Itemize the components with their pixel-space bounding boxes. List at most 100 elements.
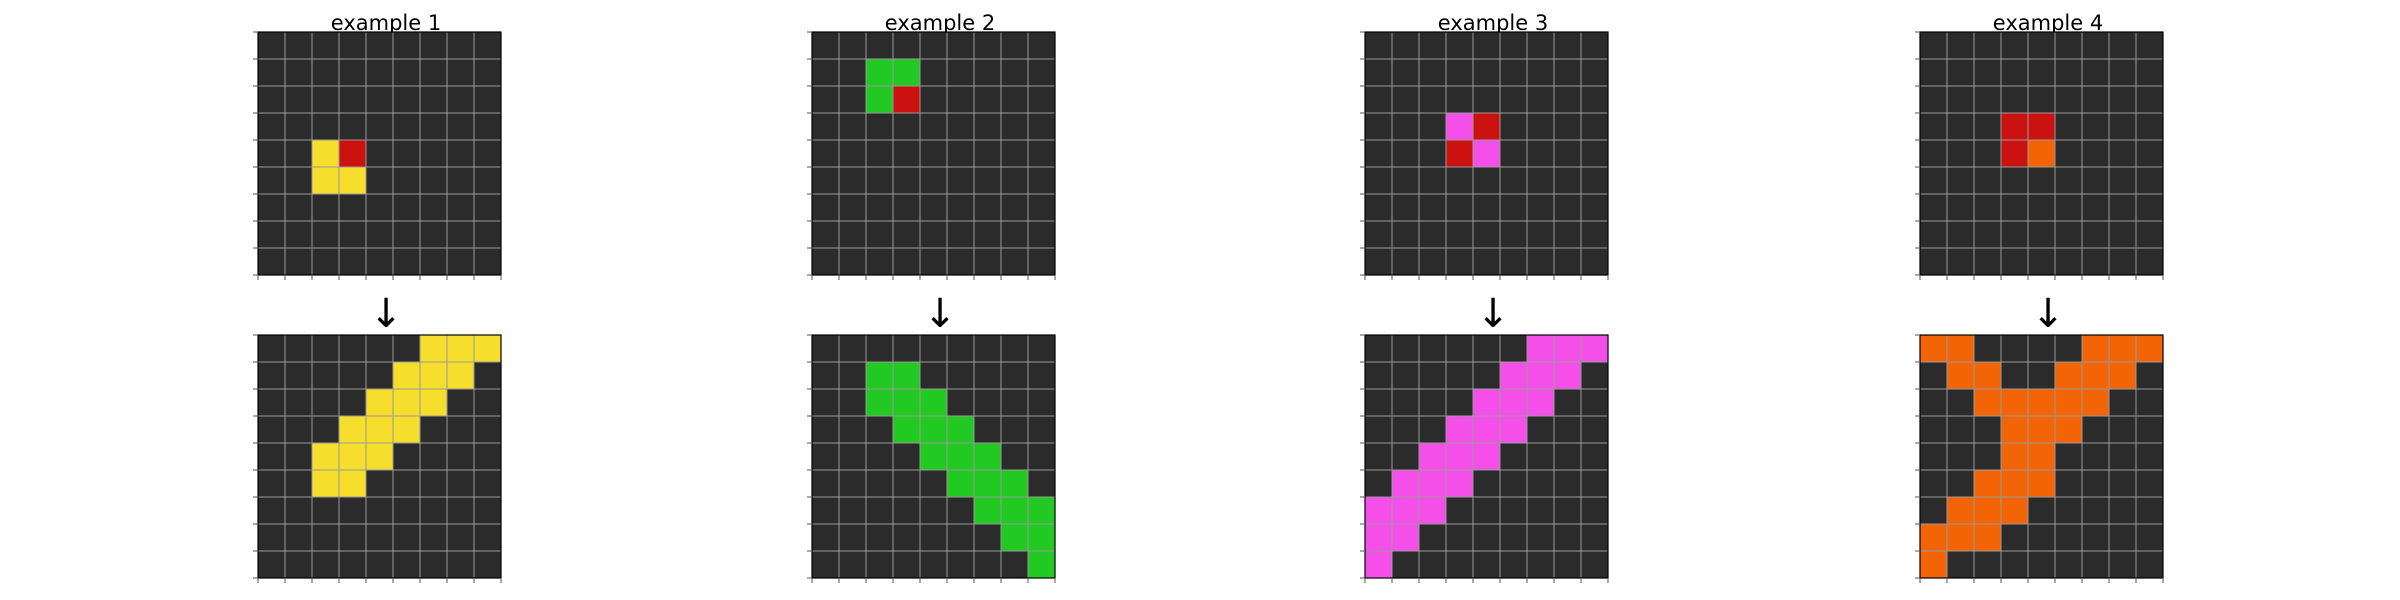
empty-cell — [1392, 362, 1419, 389]
colored-cell — [1527, 335, 1554, 362]
colored-cell — [2001, 140, 2028, 167]
empty-cell — [1500, 524, 1527, 551]
empty-cell — [1581, 497, 1608, 524]
empty-cell — [866, 113, 893, 140]
empty-cell — [339, 551, 366, 578]
colored-cell — [1500, 389, 1527, 416]
empty-cell — [285, 59, 312, 86]
empty-cell — [420, 551, 447, 578]
empty-cell — [812, 416, 839, 443]
empty-cell — [1554, 167, 1581, 194]
empty-cell — [1365, 194, 1392, 221]
empty-cell — [1500, 86, 1527, 113]
empty-cell — [366, 194, 393, 221]
empty-cell — [839, 248, 866, 275]
empty-cell — [1392, 140, 1419, 167]
empty-cell — [1500, 59, 1527, 86]
empty-cell — [893, 443, 920, 470]
empty-cell — [1419, 221, 1446, 248]
empty-cell — [420, 221, 447, 248]
empty-cell — [258, 470, 285, 497]
empty-cell — [1028, 335, 1055, 362]
empty-cell — [1527, 221, 1554, 248]
empty-cell — [1947, 221, 1974, 248]
empty-cell — [947, 140, 974, 167]
colored-cell — [366, 443, 393, 470]
empty-cell — [2001, 86, 2028, 113]
colored-cell — [893, 389, 920, 416]
empty-cell — [1392, 248, 1419, 275]
colored-cell — [2001, 443, 2028, 470]
empty-cell — [920, 221, 947, 248]
empty-cell — [2055, 194, 2082, 221]
empty-cell — [474, 362, 501, 389]
empty-cell — [1554, 194, 1581, 221]
colored-cell — [1974, 470, 2001, 497]
empty-cell — [393, 443, 420, 470]
empty-cell — [1392, 551, 1419, 578]
empty-cell — [339, 113, 366, 140]
empty-cell — [893, 551, 920, 578]
empty-cell — [1473, 32, 1500, 59]
empty-cell — [1554, 497, 1581, 524]
colored-cell — [1419, 443, 1446, 470]
colored-cell — [866, 389, 893, 416]
empty-cell — [1473, 59, 1500, 86]
empty-cell — [474, 32, 501, 59]
colored-cell — [1974, 497, 2001, 524]
empty-cell — [893, 221, 920, 248]
grid-frame — [811, 31, 1056, 276]
empty-cell — [366, 59, 393, 86]
colored-cell — [1947, 335, 1974, 362]
empty-cell — [447, 416, 474, 443]
empty-cell — [366, 167, 393, 194]
empty-cell — [1419, 194, 1446, 221]
output-grid — [1360, 334, 1609, 583]
empty-cell — [1365, 443, 1392, 470]
colored-cell — [893, 362, 920, 389]
empty-cell — [474, 167, 501, 194]
empty-cell — [866, 524, 893, 551]
example-panel-4: example 4 ↓ — [1888, 0, 2208, 600]
empty-cell — [474, 194, 501, 221]
empty-cell — [1500, 221, 1527, 248]
empty-cell — [393, 59, 420, 86]
grid-frame — [1919, 31, 2164, 276]
empty-cell — [474, 470, 501, 497]
empty-cell — [258, 335, 285, 362]
empty-cell — [447, 86, 474, 113]
example-panel-1: example 1 ↓ — [226, 0, 546, 600]
empty-cell — [947, 86, 974, 113]
empty-cell — [1581, 362, 1608, 389]
empty-cell — [1365, 86, 1392, 113]
empty-cell — [1365, 167, 1392, 194]
empty-cell — [2136, 524, 2163, 551]
empty-cell — [312, 416, 339, 443]
empty-cell — [1001, 335, 1028, 362]
input-grid — [1915, 31, 2164, 280]
empty-cell — [2082, 113, 2109, 140]
empty-cell — [1920, 167, 1947, 194]
colored-cell — [1527, 362, 1554, 389]
input-grid — [807, 31, 1056, 280]
empty-cell — [1920, 140, 1947, 167]
empty-cell — [920, 140, 947, 167]
colored-cell — [1392, 497, 1419, 524]
empty-cell — [866, 497, 893, 524]
empty-cell — [1974, 113, 2001, 140]
colored-cell — [920, 389, 947, 416]
empty-cell — [947, 335, 974, 362]
empty-cell — [920, 335, 947, 362]
empty-cell — [1365, 362, 1392, 389]
grid-frame — [257, 334, 502, 579]
input-grid — [1360, 31, 1609, 280]
colored-cell — [1365, 497, 1392, 524]
empty-cell — [839, 167, 866, 194]
empty-cell — [812, 140, 839, 167]
empty-cell — [285, 362, 312, 389]
grid-frame — [811, 334, 1056, 579]
empty-cell — [1001, 389, 1028, 416]
empty-cell — [893, 470, 920, 497]
empty-cell — [1974, 551, 2001, 578]
empty-cell — [1554, 221, 1581, 248]
